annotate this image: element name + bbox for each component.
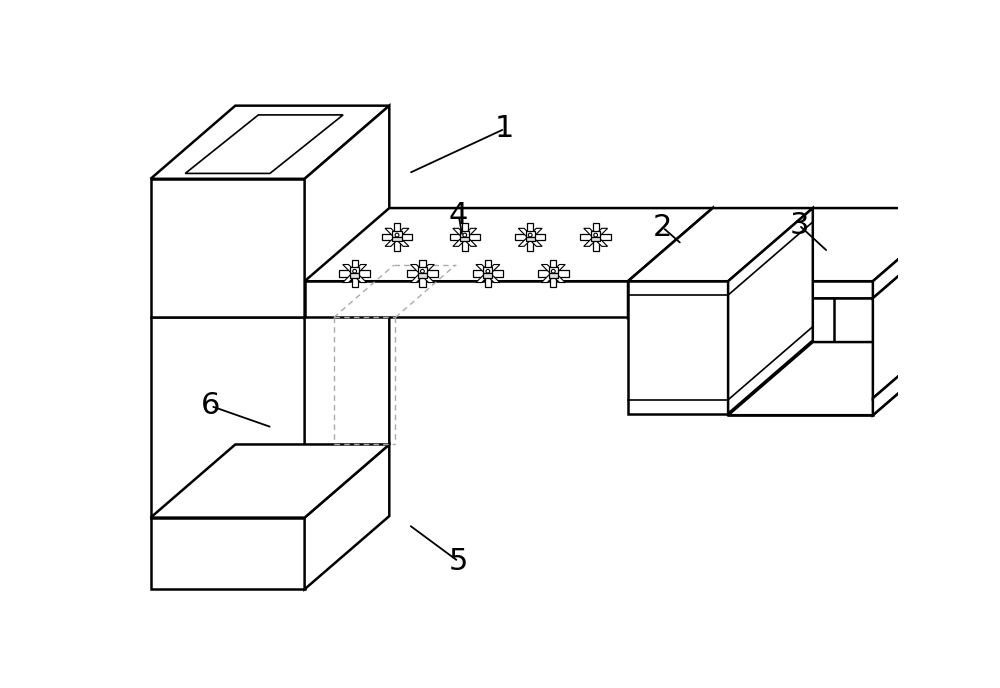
Polygon shape — [549, 273, 558, 277]
Polygon shape — [515, 234, 545, 240]
Polygon shape — [453, 228, 477, 246]
Polygon shape — [305, 444, 389, 589]
Polygon shape — [418, 273, 427, 277]
Polygon shape — [151, 517, 305, 589]
Polygon shape — [343, 264, 367, 283]
Polygon shape — [382, 234, 412, 240]
Polygon shape — [410, 264, 434, 283]
Polygon shape — [518, 228, 542, 246]
Text: 5: 5 — [449, 547, 468, 576]
Polygon shape — [728, 342, 958, 415]
Polygon shape — [593, 224, 599, 251]
Text: 4: 4 — [449, 200, 468, 230]
Polygon shape — [151, 317, 305, 517]
Polygon shape — [151, 106, 389, 179]
Polygon shape — [450, 234, 480, 240]
Polygon shape — [628, 208, 813, 281]
Polygon shape — [462, 224, 468, 251]
Polygon shape — [392, 237, 402, 241]
Polygon shape — [526, 230, 535, 237]
Polygon shape — [473, 270, 503, 277]
Polygon shape — [343, 264, 367, 283]
Polygon shape — [305, 244, 389, 517]
Polygon shape — [527, 224, 533, 251]
Text: 3: 3 — [789, 211, 809, 239]
Polygon shape — [628, 208, 713, 317]
Polygon shape — [394, 224, 400, 251]
Polygon shape — [873, 225, 958, 398]
Polygon shape — [591, 237, 600, 241]
Polygon shape — [526, 237, 535, 241]
Polygon shape — [584, 228, 608, 246]
Polygon shape — [185, 115, 343, 173]
Polygon shape — [873, 208, 958, 298]
Polygon shape — [305, 208, 713, 281]
Polygon shape — [419, 259, 426, 288]
Polygon shape — [728, 208, 958, 281]
Polygon shape — [151, 444, 389, 517]
Polygon shape — [485, 259, 491, 288]
Polygon shape — [541, 264, 565, 283]
Polygon shape — [350, 267, 359, 273]
Polygon shape — [151, 179, 305, 317]
Polygon shape — [460, 237, 469, 241]
Polygon shape — [352, 259, 358, 288]
Polygon shape — [460, 230, 469, 237]
Polygon shape — [538, 270, 569, 277]
Polygon shape — [728, 281, 873, 298]
Polygon shape — [518, 228, 542, 246]
Polygon shape — [550, 259, 556, 288]
Polygon shape — [541, 264, 565, 283]
Polygon shape — [453, 228, 477, 246]
Polygon shape — [339, 270, 370, 277]
Polygon shape — [549, 267, 558, 273]
Polygon shape — [305, 106, 389, 317]
Polygon shape — [410, 264, 434, 283]
Polygon shape — [392, 230, 402, 237]
Polygon shape — [385, 228, 409, 246]
Polygon shape — [350, 273, 359, 277]
Polygon shape — [483, 273, 492, 277]
Polygon shape — [476, 264, 500, 283]
Text: 2: 2 — [653, 213, 672, 241]
Polygon shape — [873, 325, 958, 415]
Polygon shape — [584, 228, 608, 246]
Polygon shape — [728, 398, 873, 415]
Polygon shape — [418, 267, 427, 273]
Polygon shape — [385, 228, 409, 246]
Polygon shape — [834, 298, 873, 398]
Polygon shape — [728, 208, 813, 413]
Polygon shape — [591, 230, 600, 237]
Polygon shape — [407, 270, 438, 277]
Text: 1: 1 — [495, 114, 514, 143]
Polygon shape — [580, 234, 611, 240]
Polygon shape — [305, 281, 628, 317]
Polygon shape — [483, 267, 492, 273]
Polygon shape — [476, 264, 500, 283]
Text: 6: 6 — [201, 391, 220, 420]
Polygon shape — [628, 281, 728, 413]
